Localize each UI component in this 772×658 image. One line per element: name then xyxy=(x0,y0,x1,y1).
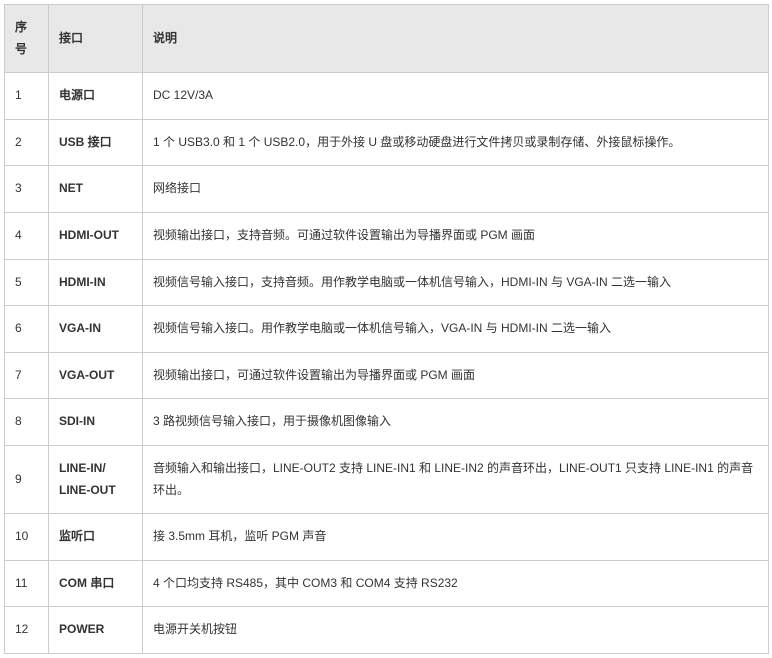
cell-port: POWER xyxy=(49,607,143,654)
cell-num: 8 xyxy=(5,399,49,446)
cell-port: HDMI-IN xyxy=(49,259,143,306)
header-desc: 说明 xyxy=(143,5,769,73)
cell-desc: 接 3.5mm 耳机，监听 PGM 声音 xyxy=(143,514,769,561)
cell-port: VGA-IN xyxy=(49,306,143,353)
table-row: 4 HDMI-OUT 视频输出接口，支持音频。可通过软件设置输出为导播界面或 P… xyxy=(5,212,769,259)
header-num: 序号 xyxy=(5,5,49,73)
cell-desc: 3 路视频信号输入接口，用于摄像机图像输入 xyxy=(143,399,769,446)
table-row: 1 电源口 DC 12V/3A xyxy=(5,73,769,120)
header-port: 接口 xyxy=(49,5,143,73)
cell-desc: 4 个口均支持 RS485，其中 COM3 和 COM4 支持 RS232 xyxy=(143,560,769,607)
cell-desc: 视频信号输入接口。用作教学电脑或一体机信号输入，VGA-IN 与 HDMI-IN… xyxy=(143,306,769,353)
cell-port: VGA-OUT xyxy=(49,352,143,399)
cell-port: LINE-IN/ LINE-OUT xyxy=(49,445,143,513)
cell-desc: 1 个 USB3.0 和 1 个 USB2.0，用于外接 U 盘或移动硬盘进行文… xyxy=(143,119,769,166)
cell-desc: 视频输出接口，支持音频。可通过软件设置输出为导播界面或 PGM 画面 xyxy=(143,212,769,259)
cell-num: 12 xyxy=(5,607,49,654)
cell-num: 2 xyxy=(5,119,49,166)
table-row: 11 COM 串口 4 个口均支持 RS485，其中 COM3 和 COM4 支… xyxy=(5,560,769,607)
cell-port: USB 接口 xyxy=(49,119,143,166)
cell-port: NET xyxy=(49,166,143,213)
table-row: 7 VGA-OUT 视频输出接口，可通过软件设置输出为导播界面或 PGM 画面 xyxy=(5,352,769,399)
table-row: 8 SDI-IN 3 路视频信号输入接口，用于摄像机图像输入 xyxy=(5,399,769,446)
cell-port: COM 串口 xyxy=(49,560,143,607)
cell-num: 7 xyxy=(5,352,49,399)
table-header-row: 序号 接口 说明 xyxy=(5,5,769,73)
table-row: 3 NET 网络接口 xyxy=(5,166,769,213)
table-row: 6 VGA-IN 视频信号输入接口。用作教学电脑或一体机信号输入，VGA-IN … xyxy=(5,306,769,353)
cell-num: 3 xyxy=(5,166,49,213)
cell-port: 监听口 xyxy=(49,514,143,561)
interface-table: 序号 接口 说明 1 电源口 DC 12V/3A 2 USB 接口 1 个 US… xyxy=(4,4,769,654)
cell-port: 电源口 xyxy=(49,73,143,120)
cell-num: 4 xyxy=(5,212,49,259)
cell-num: 9 xyxy=(5,445,49,513)
cell-port: HDMI-OUT xyxy=(49,212,143,259)
cell-port: SDI-IN xyxy=(49,399,143,446)
cell-desc: 视频输出接口，可通过软件设置输出为导播界面或 PGM 画面 xyxy=(143,352,769,399)
table-row: 2 USB 接口 1 个 USB3.0 和 1 个 USB2.0，用于外接 U … xyxy=(5,119,769,166)
cell-num: 10 xyxy=(5,514,49,561)
cell-num: 1 xyxy=(5,73,49,120)
table-row: 10 监听口 接 3.5mm 耳机，监听 PGM 声音 xyxy=(5,514,769,561)
table-row: 5 HDMI-IN 视频信号输入接口，支持音频。用作教学电脑或一体机信号输入，H… xyxy=(5,259,769,306)
table-row: 9 LINE-IN/ LINE-OUT 音频输入和输出接口，LINE-OUT2 … xyxy=(5,445,769,513)
cell-num: 11 xyxy=(5,560,49,607)
cell-desc: 电源开关机按钮 xyxy=(143,607,769,654)
cell-desc: 音频输入和输出接口，LINE-OUT2 支持 LINE-IN1 和 LINE-I… xyxy=(143,445,769,513)
table-row: 12 POWER 电源开关机按钮 xyxy=(5,607,769,654)
cell-desc: DC 12V/3A xyxy=(143,73,769,120)
cell-num: 6 xyxy=(5,306,49,353)
cell-desc: 视频信号输入接口，支持音频。用作教学电脑或一体机信号输入，HDMI-IN 与 V… xyxy=(143,259,769,306)
cell-desc: 网络接口 xyxy=(143,166,769,213)
cell-num: 5 xyxy=(5,259,49,306)
